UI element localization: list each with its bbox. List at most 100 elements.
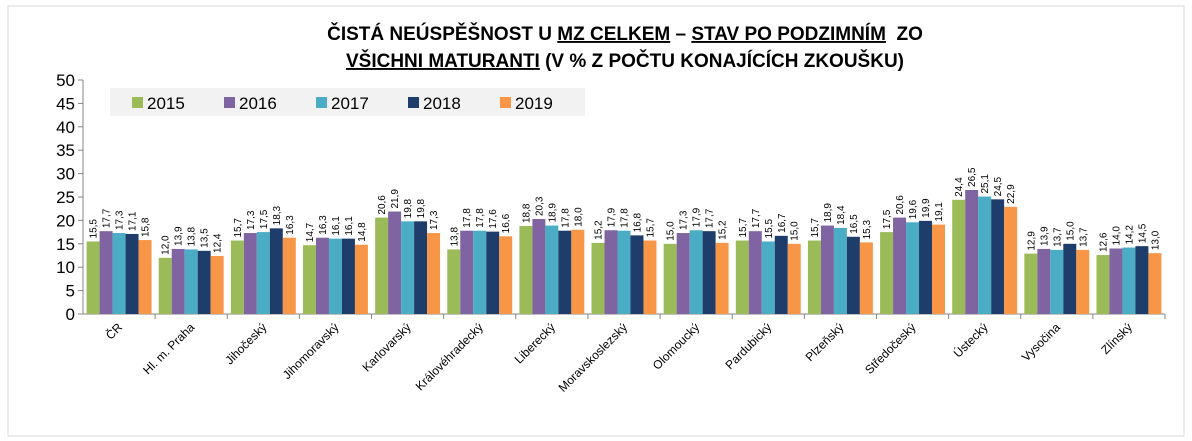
bar xyxy=(303,245,316,314)
value-label: 15,0 xyxy=(1065,221,1076,241)
bar xyxy=(414,221,428,314)
bar xyxy=(230,240,244,314)
value-label: 18,9 xyxy=(547,203,558,223)
bar xyxy=(315,237,329,314)
bar xyxy=(1122,247,1136,314)
bar xyxy=(1135,246,1149,314)
legend-label: 2015 xyxy=(147,94,185,113)
legend-swatch xyxy=(316,97,327,108)
y-tick-label: 45 xyxy=(56,94,75,113)
bar xyxy=(807,240,821,314)
value-label: 15,7 xyxy=(645,218,656,238)
bar xyxy=(893,217,907,314)
value-label: 14,2 xyxy=(1124,225,1135,245)
value-label: 20,6 xyxy=(377,195,388,215)
bar xyxy=(256,232,270,314)
value-label: 15,7 xyxy=(810,218,821,238)
value-label: 25,1 xyxy=(980,174,991,194)
bar xyxy=(375,217,389,314)
bar xyxy=(906,222,920,314)
bar xyxy=(112,233,126,314)
bar xyxy=(604,230,618,314)
value-label: 13,8 xyxy=(187,227,198,247)
bar xyxy=(1037,248,1051,314)
title-segment: VŠICHNI MATURANTI xyxy=(346,50,540,72)
bar xyxy=(689,230,703,314)
value-label: 13,7 xyxy=(1052,227,1063,247)
legend-swatch xyxy=(408,97,419,108)
bar xyxy=(1109,248,1123,314)
value-label: 17,3 xyxy=(679,210,690,230)
bar xyxy=(401,221,415,314)
bar xyxy=(774,235,788,314)
value-label: 17,8 xyxy=(560,208,571,228)
bar xyxy=(184,249,198,314)
value-label: 17,6 xyxy=(488,209,499,229)
bar xyxy=(787,243,801,314)
value-label: 13,9 xyxy=(174,226,185,246)
bar xyxy=(1024,253,1038,314)
y-tick-label: 10 xyxy=(56,258,75,277)
value-label: 19,1 xyxy=(934,202,945,222)
bar xyxy=(558,230,572,314)
value-label: 15,5 xyxy=(764,219,775,239)
y-tick-label: 25 xyxy=(56,188,75,207)
bar xyxy=(833,227,847,314)
legend-label: 2019 xyxy=(515,94,553,113)
value-label: 15,7 xyxy=(233,218,244,238)
bar xyxy=(499,236,513,314)
value-label: 17,8 xyxy=(475,208,486,228)
title-segment: ČISTÁ NEÚSPĚŠNOST U xyxy=(327,23,557,45)
value-label: 17,8 xyxy=(620,208,631,228)
bar xyxy=(1076,249,1090,314)
chart-title: ČISTÁ NEÚSPĚŠNOST U MZ CELKEM – STAV PO … xyxy=(327,23,923,45)
value-label: 13,8 xyxy=(449,227,460,247)
value-label: 24,4 xyxy=(954,177,965,197)
bar xyxy=(630,235,644,314)
bar xyxy=(282,237,296,314)
bar xyxy=(125,233,139,314)
bar xyxy=(1096,255,1110,314)
bar xyxy=(197,250,211,314)
value-label: 13,7 xyxy=(1078,227,1089,247)
legend-swatch xyxy=(132,97,143,108)
value-label: 19,8 xyxy=(403,198,414,218)
value-label: 17,7 xyxy=(102,208,113,228)
value-label: 22,9 xyxy=(1006,184,1017,204)
y-tick-label: 50 xyxy=(56,71,75,90)
bar xyxy=(991,199,1005,314)
bar xyxy=(735,240,749,314)
bar xyxy=(447,249,461,314)
value-label: 14,7 xyxy=(305,222,316,242)
bar xyxy=(243,233,257,314)
value-label: 18,3 xyxy=(272,205,283,225)
value-label: 16,6 xyxy=(501,213,512,233)
value-label: 19,8 xyxy=(416,198,427,218)
y-tick-label: 15 xyxy=(56,235,75,254)
bar xyxy=(99,231,113,314)
bar xyxy=(880,232,894,314)
bar xyxy=(1050,249,1064,314)
bar xyxy=(486,231,500,314)
bar xyxy=(171,248,185,314)
bar xyxy=(932,224,945,314)
title-segment: STAV PO PODZIMNÍM xyxy=(691,23,886,45)
bar xyxy=(663,243,677,314)
bar xyxy=(388,211,402,314)
bar xyxy=(643,240,657,314)
bar xyxy=(1004,206,1018,314)
value-label: 13,9 xyxy=(1039,226,1050,246)
bar xyxy=(460,230,474,314)
bar xyxy=(952,199,966,314)
bar xyxy=(748,231,762,314)
value-label: 18,9 xyxy=(823,203,834,223)
title-segment: – xyxy=(670,24,691,45)
value-label: 20,3 xyxy=(534,196,545,216)
bar xyxy=(965,189,979,314)
value-label: 12,6 xyxy=(1098,232,1109,252)
value-label: 15,7 xyxy=(738,218,749,238)
bar xyxy=(919,220,933,314)
bar xyxy=(269,228,283,314)
value-label: 16,1 xyxy=(331,216,342,236)
bar xyxy=(617,230,631,314)
